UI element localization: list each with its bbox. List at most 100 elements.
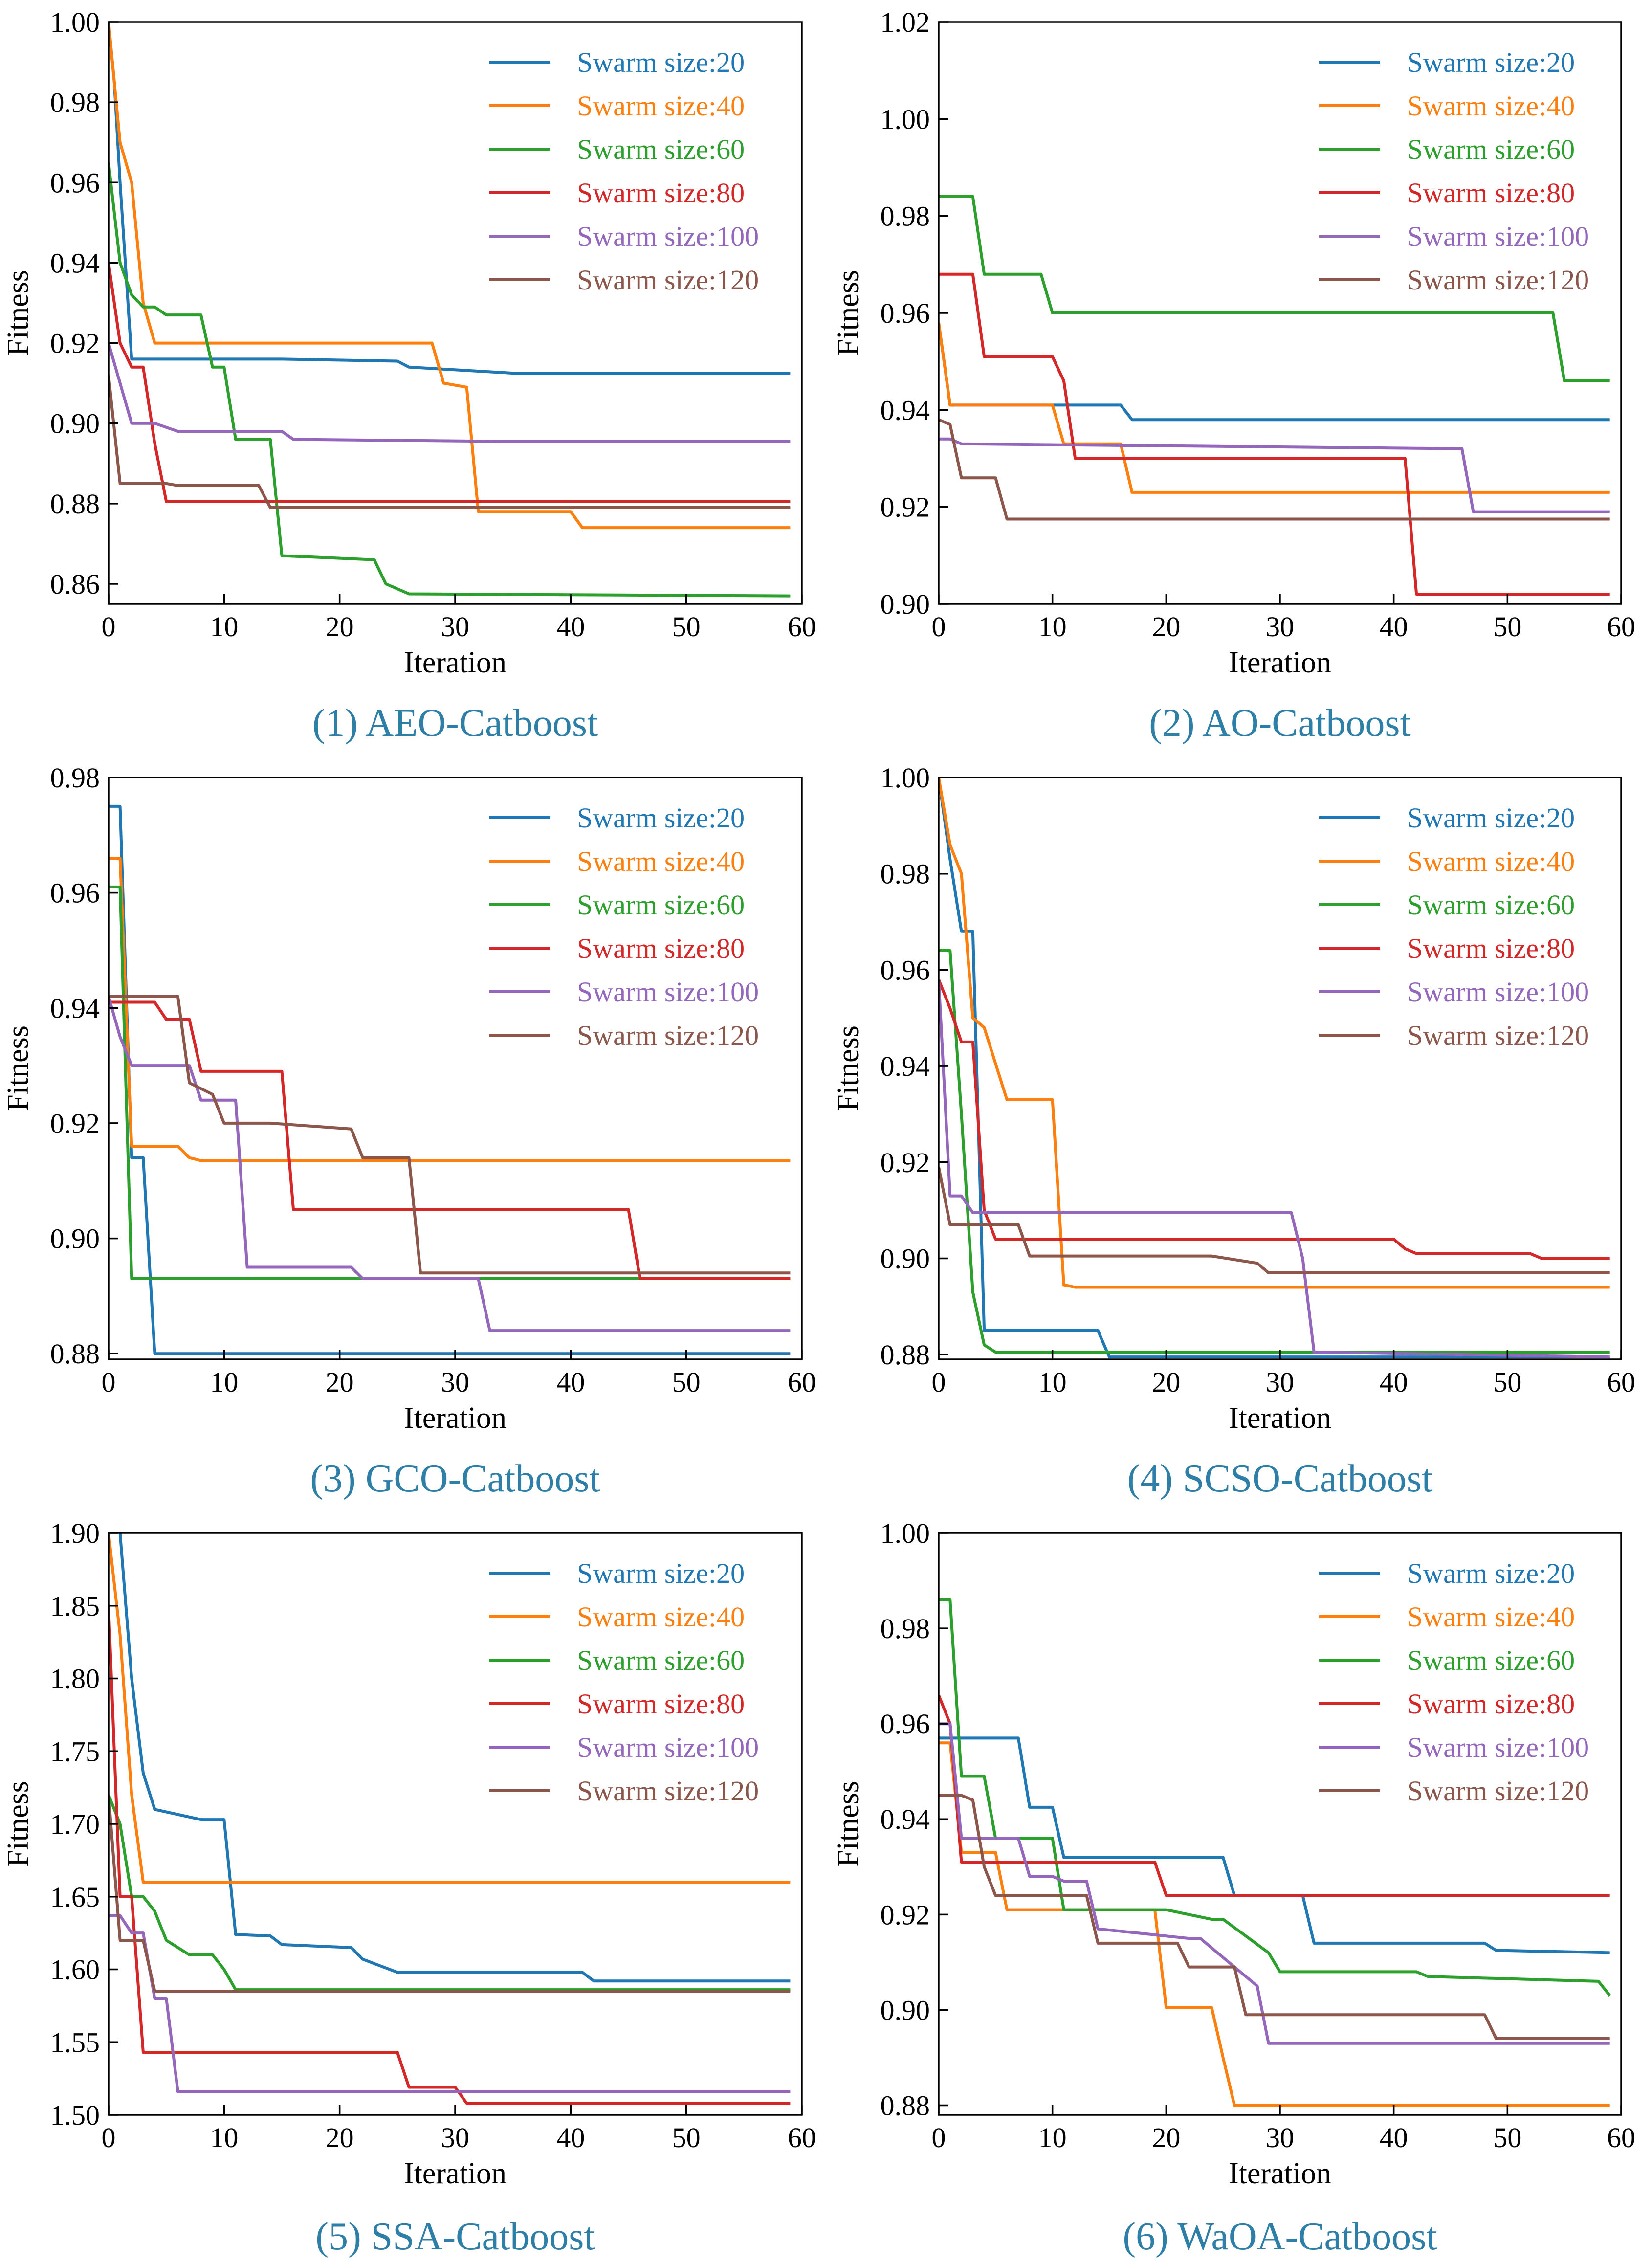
series-line-swarm-size-40	[109, 22, 791, 530]
x-tick-label: 0	[102, 2122, 116, 2153]
x-tick-label: 10	[1038, 1366, 1067, 1398]
series-line-swarm-size-120	[939, 1794, 1610, 2040]
y-tick-label: 0.96	[50, 167, 100, 199]
legend-label: Swarm size:60	[1407, 1644, 1575, 1676]
x-tick-label: 10	[1038, 611, 1067, 643]
x-tick-label: 60	[788, 2122, 816, 2153]
series-line-swarm-size-120	[109, 375, 791, 509]
chart-panel-5: 0 10 20 30 40 50 60 1.50 1.55 1.60 1.65 1.70 1.75 1.8…	[1, 1517, 816, 2258]
x-tick-label: 50	[672, 2122, 701, 2153]
series-line-swarm-size-100	[939, 437, 1610, 513]
legend-label: Swarm size:100	[577, 221, 759, 252]
legend-label: Swarm size:40	[1407, 1601, 1575, 1633]
series-group	[109, 22, 791, 598]
series-line-swarm-size-60	[939, 1598, 1611, 1997]
x-tick-label: 0	[932, 2122, 946, 2153]
x-tick-label: 40	[1380, 611, 1408, 643]
x-tick-label: 30	[441, 1366, 469, 1398]
series-line-swarm-size-100	[109, 996, 791, 1332]
series-line-swarm-size-60	[109, 162, 791, 598]
series-line-swarm-size-80	[939, 272, 1610, 596]
y-tick-label: 0.90	[881, 1243, 930, 1274]
legend: Swarm size:20 Swarm size:40 Swarm size:60 S…	[489, 1557, 759, 1807]
x-tick-label: 50	[1493, 2122, 1521, 2153]
legend-label: Swarm size:100	[1407, 1731, 1589, 1763]
y-tick-label: 1.70	[50, 1808, 100, 1840]
x-tick-label: 20	[326, 1366, 354, 1398]
legend-label: Swarm size:40	[577, 90, 745, 122]
y-tick-label: 1.85	[50, 1590, 100, 1622]
y-tick-label: 0.90	[881, 1994, 930, 2026]
y-tick-label: 0.90	[50, 408, 100, 440]
legend-label: Swarm size:60	[1407, 889, 1575, 921]
y-tick-label: 0.92	[881, 491, 930, 523]
x-tick-label: 50	[672, 1366, 701, 1398]
y-tick-label: 1.00	[881, 762, 930, 794]
y-tick-label: 0.86	[50, 568, 100, 600]
x-tick-label: 50	[1493, 1366, 1521, 1398]
series-group	[939, 777, 1610, 1359]
series-line-swarm-size-120	[109, 1795, 791, 1993]
legend-label: Swarm size:20	[577, 46, 745, 78]
series-line-swarm-size-40	[939, 777, 1610, 1289]
x-axis-label: Iteration	[404, 2157, 507, 2190]
y-tick-label: 0.92	[881, 1147, 930, 1178]
series-line-swarm-size-80	[939, 1694, 1610, 1897]
series-line-swarm-size-80	[109, 262, 791, 503]
x-tick-label: 60	[788, 611, 816, 643]
series-group	[939, 1598, 1611, 2107]
legend-label: Swarm size:100	[1407, 221, 1589, 252]
x-tick-label: 30	[1266, 2122, 1294, 2153]
y-tick-label: 0.88	[50, 488, 100, 520]
series-group	[939, 195, 1610, 596]
chart-panel-2: 0 10 20 30 40 50 60 0.90 0.92 0.94 0.96 0.98 1.00 1.0…	[832, 6, 1635, 745]
x-tick-label: 50	[672, 611, 701, 643]
legend-label: Swarm size:120	[577, 264, 759, 296]
legend-label: Swarm size:20	[577, 802, 745, 834]
y-tick-label: 1.00	[881, 103, 930, 135]
y-axis-label: Fitness	[832, 1025, 865, 1111]
series-line-swarm-size-60	[109, 1794, 791, 1992]
series-group	[109, 1533, 791, 2105]
y-axis-label: Fitness	[1, 1025, 35, 1111]
chart-panel-6: 0 10 20 30 40 50 60 0.88 0.90 0.92 0.94 0.96 0.98 1.0…	[832, 1517, 1635, 2258]
x-axis-label: Iteration	[1229, 1401, 1331, 1435]
series-line-swarm-size-20	[939, 1736, 1610, 1954]
legend-label: Swarm size:40	[577, 845, 745, 877]
y-tick-label: 1.00	[881, 1517, 930, 1549]
legend-label: Swarm size:120	[577, 1020, 759, 1051]
y-tick-label: 0.94	[881, 394, 930, 426]
chart-caption: (1) AEO-Catboost	[312, 702, 598, 745]
legend-label: Swarm size:80	[1407, 177, 1575, 209]
legend-label: Swarm size:120	[1407, 1020, 1589, 1051]
series-line-swarm-size-80	[939, 978, 1610, 1260]
x-tick-label: 30	[441, 2122, 469, 2153]
y-tick-label: 0.98	[881, 858, 930, 890]
y-tick-label: 0.88	[50, 1338, 100, 1370]
x-tick-label: 40	[1380, 2122, 1408, 2153]
chart-caption: (3) GCO-Catboost	[310, 1457, 600, 1500]
y-axis-label: Fitness	[832, 270, 865, 356]
legend: Swarm size:20 Swarm size:40 Swarm size:60 S…	[489, 802, 759, 1051]
x-tick-label: 10	[210, 611, 238, 643]
y-tick-label: 0.98	[881, 200, 930, 232]
legend-label: Swarm size:80	[1407, 1688, 1575, 1720]
series-group	[109, 804, 791, 1355]
y-tick-label: 1.65	[50, 1881, 100, 1913]
y-tick-label: 0.88	[881, 1339, 930, 1371]
y-tick-label: 1.00	[50, 6, 100, 38]
x-tick-label: 10	[210, 2122, 238, 2153]
x-tick-label: 20	[326, 2122, 354, 2153]
y-tick-label: 0.90	[50, 1223, 100, 1255]
legend-label: Swarm size:100	[1407, 976, 1589, 1008]
legend-label: Swarm size:20	[577, 1557, 745, 1589]
legend-label: Swarm size:40	[1407, 90, 1575, 122]
legend: Swarm size:20 Swarm size:40 Swarm size:60 S…	[1319, 802, 1589, 1051]
legend-label: Swarm size:20	[1407, 1557, 1575, 1589]
series-line-swarm-size-40	[109, 857, 791, 1162]
x-tick-label: 60	[788, 1366, 816, 1398]
legend-label: Swarm size:80	[1407, 932, 1575, 964]
y-tick-label: 0.94	[50, 247, 100, 279]
